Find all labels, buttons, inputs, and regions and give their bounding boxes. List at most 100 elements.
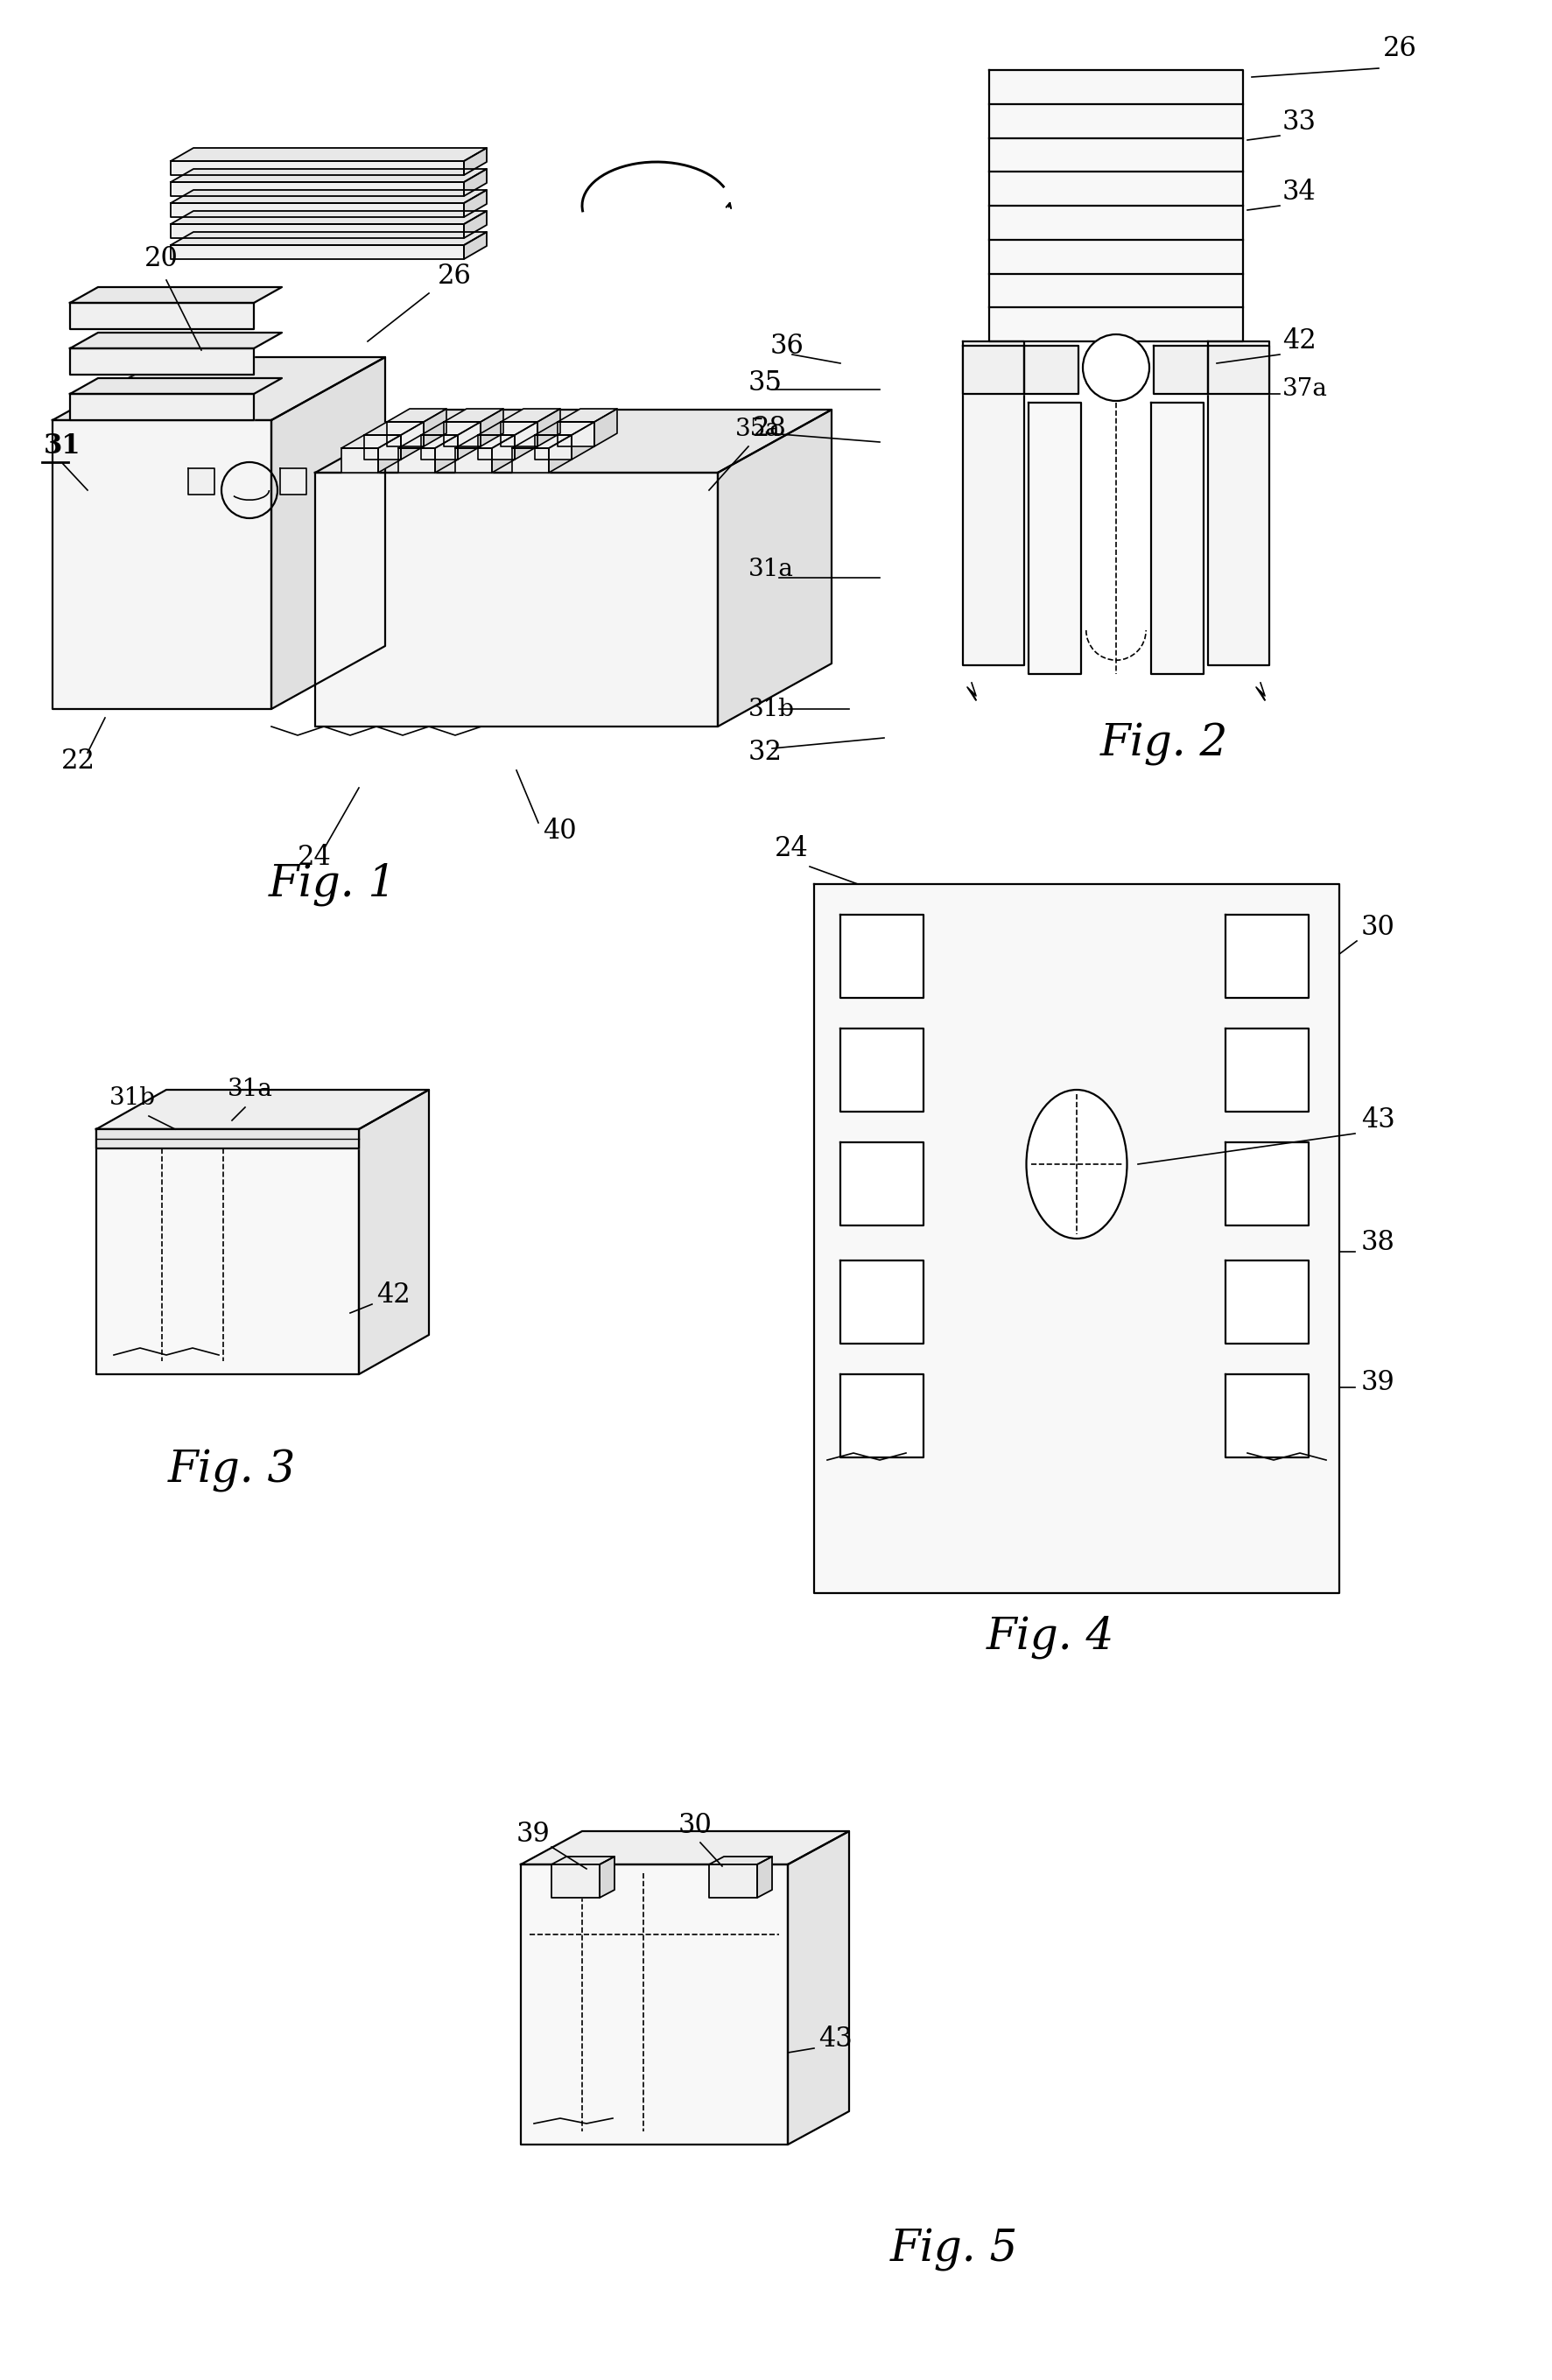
Polygon shape bbox=[171, 245, 464, 259]
Circle shape bbox=[1083, 333, 1150, 400]
Polygon shape bbox=[171, 212, 487, 224]
Text: Fig. 5: Fig. 5 bbox=[889, 2228, 1018, 2271]
Polygon shape bbox=[464, 212, 487, 238]
Text: 36: 36 bbox=[770, 333, 804, 359]
Polygon shape bbox=[171, 181, 464, 195]
Polygon shape bbox=[70, 395, 255, 421]
Polygon shape bbox=[70, 378, 282, 395]
Polygon shape bbox=[171, 162, 464, 176]
Polygon shape bbox=[962, 340, 1024, 666]
Text: 31: 31 bbox=[43, 433, 81, 459]
Polygon shape bbox=[455, 436, 515, 447]
Polygon shape bbox=[53, 421, 272, 709]
Polygon shape bbox=[70, 288, 282, 302]
Text: 24: 24 bbox=[298, 845, 332, 871]
Polygon shape bbox=[709, 1864, 757, 1897]
Polygon shape bbox=[379, 436, 400, 474]
Polygon shape bbox=[171, 190, 487, 202]
Polygon shape bbox=[96, 1090, 428, 1128]
Polygon shape bbox=[464, 190, 487, 217]
Polygon shape bbox=[840, 1261, 923, 1345]
Text: 35: 35 bbox=[748, 369, 782, 397]
Polygon shape bbox=[1153, 345, 1207, 395]
Text: 43: 43 bbox=[1361, 1107, 1395, 1133]
Text: 30: 30 bbox=[1361, 914, 1395, 942]
Polygon shape bbox=[549, 436, 571, 474]
Polygon shape bbox=[365, 421, 424, 436]
Polygon shape bbox=[1152, 402, 1204, 674]
Polygon shape bbox=[1029, 402, 1082, 674]
Polygon shape bbox=[315, 474, 717, 726]
Polygon shape bbox=[599, 1856, 615, 1897]
Polygon shape bbox=[341, 447, 379, 474]
Polygon shape bbox=[1226, 1261, 1308, 1345]
Text: 22: 22 bbox=[61, 747, 95, 776]
Text: 28: 28 bbox=[753, 416, 787, 443]
Polygon shape bbox=[478, 421, 537, 436]
Polygon shape bbox=[1207, 345, 1270, 395]
Polygon shape bbox=[537, 409, 560, 447]
Polygon shape bbox=[424, 409, 447, 447]
Polygon shape bbox=[709, 1856, 771, 1864]
Polygon shape bbox=[421, 421, 481, 436]
Text: 20: 20 bbox=[144, 245, 178, 271]
Text: Fig. 1: Fig. 1 bbox=[268, 862, 397, 907]
Polygon shape bbox=[458, 421, 481, 459]
Polygon shape bbox=[171, 202, 464, 217]
Polygon shape bbox=[464, 231, 487, 259]
Polygon shape bbox=[557, 409, 618, 421]
Text: 37a: 37a bbox=[1282, 378, 1329, 402]
Polygon shape bbox=[515, 421, 537, 459]
Text: 38: 38 bbox=[1361, 1230, 1395, 1257]
Polygon shape bbox=[594, 409, 618, 447]
Polygon shape bbox=[341, 436, 400, 447]
Polygon shape bbox=[421, 436, 458, 459]
Polygon shape bbox=[399, 436, 458, 447]
Text: Fig. 3: Fig. 3 bbox=[168, 1449, 296, 1492]
Text: 31a: 31a bbox=[228, 1078, 273, 1102]
Polygon shape bbox=[400, 421, 424, 459]
Text: 30: 30 bbox=[678, 1811, 712, 1840]
Polygon shape bbox=[962, 345, 1024, 395]
Text: 26: 26 bbox=[438, 262, 472, 290]
Polygon shape bbox=[70, 302, 255, 328]
Text: 39: 39 bbox=[517, 1821, 551, 1847]
Polygon shape bbox=[272, 357, 385, 709]
Polygon shape bbox=[815, 883, 1339, 1592]
Polygon shape bbox=[171, 148, 487, 162]
Polygon shape bbox=[478, 436, 515, 459]
Polygon shape bbox=[512, 436, 571, 447]
Polygon shape bbox=[717, 409, 832, 726]
Polygon shape bbox=[501, 421, 537, 447]
Polygon shape bbox=[557, 421, 594, 447]
Polygon shape bbox=[444, 421, 481, 447]
Text: 42: 42 bbox=[1282, 328, 1316, 355]
Text: 24: 24 bbox=[774, 835, 809, 862]
Polygon shape bbox=[840, 1373, 923, 1457]
Text: 26: 26 bbox=[1383, 36, 1417, 62]
Polygon shape bbox=[464, 169, 487, 195]
Polygon shape bbox=[70, 347, 255, 374]
Polygon shape bbox=[399, 447, 435, 474]
Polygon shape bbox=[521, 1830, 849, 1864]
Polygon shape bbox=[279, 469, 306, 495]
Text: 42: 42 bbox=[377, 1283, 410, 1309]
Polygon shape bbox=[757, 1856, 771, 1897]
Text: Fig. 4: Fig. 4 bbox=[987, 1616, 1114, 1659]
Text: 34: 34 bbox=[1282, 178, 1316, 207]
Polygon shape bbox=[96, 1128, 359, 1150]
Text: Fig. 2: Fig. 2 bbox=[1100, 724, 1228, 766]
Text: 39: 39 bbox=[1361, 1368, 1395, 1397]
Polygon shape bbox=[171, 169, 487, 181]
Polygon shape bbox=[53, 357, 385, 421]
Polygon shape bbox=[365, 436, 400, 459]
Polygon shape bbox=[535, 421, 594, 436]
Polygon shape bbox=[1226, 1142, 1308, 1226]
Polygon shape bbox=[535, 436, 571, 459]
Polygon shape bbox=[840, 1142, 923, 1226]
Polygon shape bbox=[188, 469, 214, 495]
Polygon shape bbox=[96, 1128, 359, 1373]
Text: 32: 32 bbox=[748, 740, 782, 766]
Polygon shape bbox=[551, 1864, 599, 1897]
Polygon shape bbox=[1226, 1373, 1308, 1457]
